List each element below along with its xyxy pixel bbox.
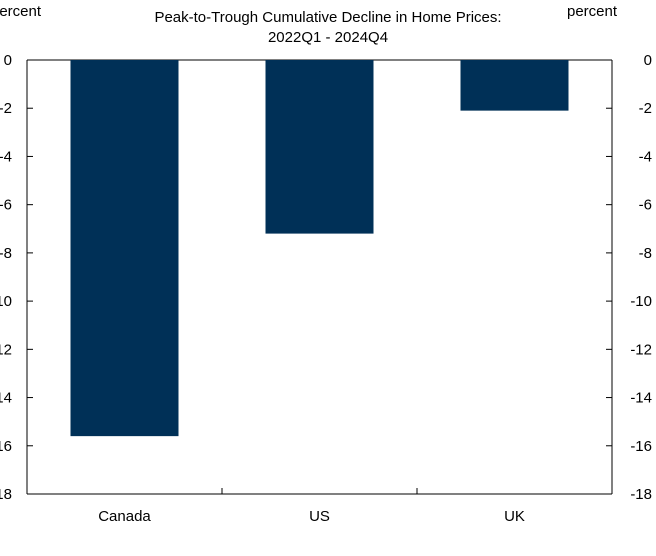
right-y-tick-label: -12 [630,341,652,358]
right-y-tick-label: -16 [630,438,652,455]
left-y-tick-label: -2 [0,100,12,117]
x-tick-label: US [309,508,330,525]
right-y-tick-label: -6 [639,197,652,214]
right-axis-unit-label: percent [567,3,618,20]
left-y-tick-label: -14 [0,390,12,407]
right-y-tick-label: -18 [630,486,652,503]
left-y-tick-label: -4 [0,148,12,165]
left-y-tick-label: -12 [0,341,12,358]
right-y-tick-label: -10 [630,293,652,310]
x-tick-label: UK [504,508,525,525]
left-y-tick-label: -10 [0,293,12,310]
left-y-tick-label: -18 [0,486,12,503]
left-y-tick-label: -16 [0,438,12,455]
left-y-tick-label: 0 [4,52,12,69]
right-y-tick-label: -4 [639,148,652,165]
right-y-tick-label: 0 [644,52,652,69]
chart-subtitle: 2022Q1 - 2024Q4 [267,29,389,46]
left-axis-unit-label: percent [0,3,42,20]
right-y-tick-label: -2 [639,100,652,117]
bar-us [265,60,374,234]
bar-canada [70,60,179,437]
right-y-tick-label: -8 [639,245,652,262]
bar-uk [460,60,569,111]
left-y-tick-label: -6 [0,197,12,214]
x-tick-label: Canada [98,508,151,525]
chart-title: Peak-to-Trough Cumulative Decline in Hom… [154,9,502,26]
left-y-tick-label: -8 [0,245,12,262]
right-y-tick-label: -14 [630,390,652,407]
